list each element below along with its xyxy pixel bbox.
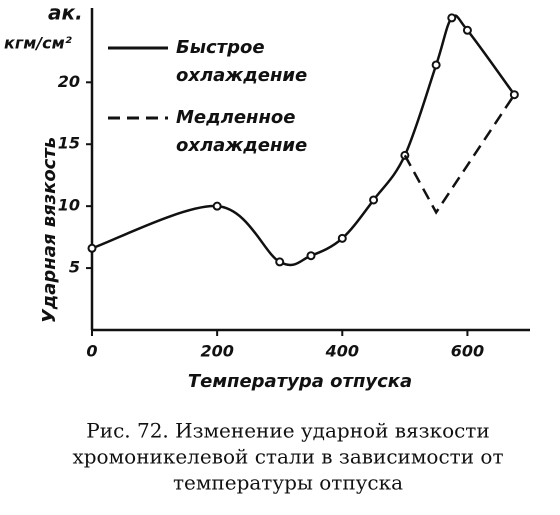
x-tick-label: 600 [451, 342, 484, 361]
data-point [337, 233, 347, 243]
data-point [509, 90, 519, 100]
y-unit-symbol: aк. [48, 1, 83, 25]
data-point [212, 201, 222, 211]
y-tick-label: 5 [69, 258, 80, 277]
data-point [306, 251, 316, 261]
y-tick-label: 10 [58, 196, 80, 215]
data-point [369, 195, 379, 205]
x-tick-label: 400 [325, 342, 359, 361]
legend-label: Медленное охлаждение [176, 107, 307, 156]
caption-line: Рис. 72. Изменение ударной вязкости [86, 419, 489, 443]
data-point [462, 25, 472, 35]
x-axis-label: Температура отпуска [188, 371, 412, 392]
series-line [403, 94, 516, 215]
data-point [87, 243, 97, 253]
y-tick-label: 15 [58, 134, 80, 153]
data-point [447, 13, 457, 23]
x-tick-label: 0 [86, 342, 97, 361]
y-tick-label: 20 [58, 72, 80, 91]
x-tick-label: 200 [200, 342, 233, 361]
legend-label: Быстрое охлаждение [176, 37, 307, 86]
data-point [431, 60, 441, 70]
y-unit: кгм/см² [4, 34, 72, 53]
data-point [275, 257, 285, 267]
caption-line: хромоникелевой стали в зависимости от [72, 445, 503, 469]
caption-line: температуры отпуска [173, 471, 403, 495]
y-axis-label: Ударная вязкость [39, 137, 60, 323]
